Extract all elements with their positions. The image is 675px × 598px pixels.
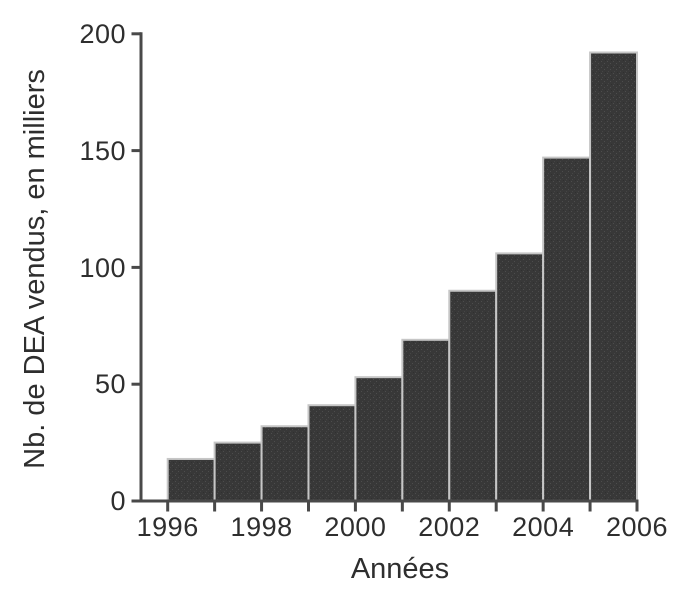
x-tick-label-2006: 2006 <box>605 512 669 542</box>
x-tick-label-1996: 1996 <box>136 512 199 542</box>
bar-1996 <box>166 457 216 503</box>
x-tick-label-1998: 1998 <box>230 512 293 542</box>
y-tick-label-200: 200 <box>79 19 126 49</box>
y-tick-label-150: 150 <box>79 135 126 166</box>
bar-1999 <box>307 404 357 502</box>
bar-2000 <box>354 376 404 502</box>
y-tick-label-50: 50 <box>94 369 126 400</box>
x-tick-label-2000: 2000 <box>324 512 387 542</box>
bar-1997 <box>213 441 263 503</box>
bar-2003 <box>495 252 545 502</box>
x-tick-label-2002: 2002 <box>418 512 481 542</box>
y-tick-label-100: 100 <box>79 252 126 283</box>
x-axis-title: Années <box>350 553 450 585</box>
bar-2002 <box>448 289 498 503</box>
y-tick-label-0: 0 <box>110 485 126 516</box>
bar-2005 <box>589 51 639 503</box>
bar-2001 <box>401 338 451 502</box>
bar-2004 <box>542 156 592 503</box>
bar-1998 <box>260 425 310 502</box>
x-tick-label-2004: 2004 <box>512 512 575 542</box>
